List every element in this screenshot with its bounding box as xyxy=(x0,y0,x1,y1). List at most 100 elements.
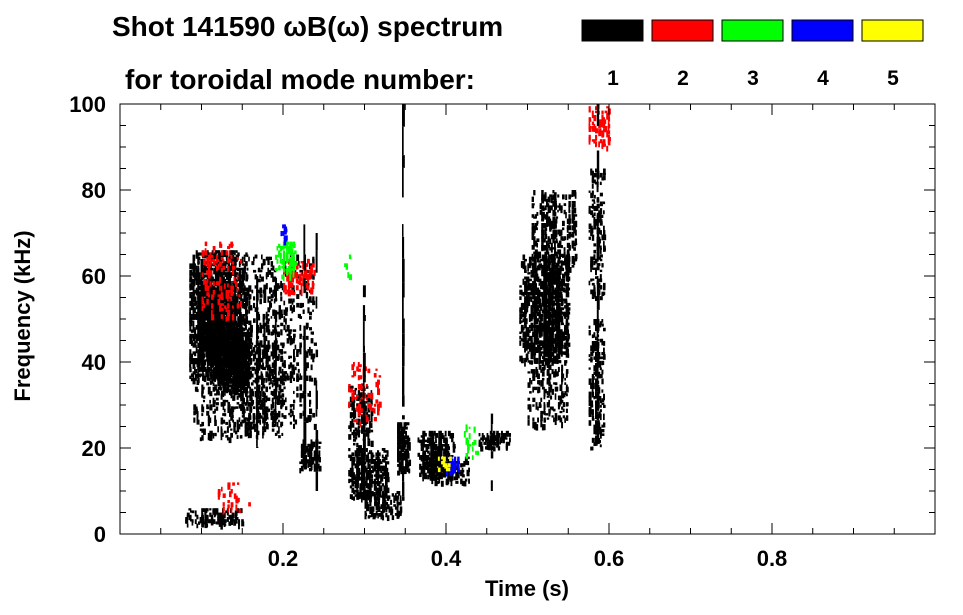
mode-1-point xyxy=(222,390,225,398)
mode-1-point xyxy=(289,318,293,322)
mode-1-point xyxy=(249,351,253,355)
mode-1-point xyxy=(289,404,293,408)
mode-1-point xyxy=(210,375,214,380)
mode-1-point xyxy=(446,450,450,456)
mode-1-point xyxy=(386,515,390,522)
mode-1-point xyxy=(189,307,192,311)
mode-1-point xyxy=(201,421,205,427)
mode-1-point xyxy=(375,474,379,481)
mode-1-point xyxy=(233,380,237,383)
mode-1-point xyxy=(233,421,237,428)
mode-1-point xyxy=(258,395,262,402)
mode-1-point xyxy=(229,317,233,321)
mode-1-point xyxy=(216,327,218,333)
mode-1-point xyxy=(353,403,355,409)
mode-1-point xyxy=(219,355,222,359)
mode-1-point xyxy=(208,289,211,293)
mode-1-point xyxy=(538,346,541,353)
mode-1-point xyxy=(293,353,295,358)
mode-1-point xyxy=(452,446,456,449)
mode-1-point xyxy=(220,364,223,370)
mode-1-point xyxy=(551,267,554,271)
mode-1-point xyxy=(262,318,265,323)
mode-1-point xyxy=(210,265,212,269)
mode-1-point xyxy=(222,521,225,525)
mode-1-point xyxy=(201,508,204,513)
mode-1-point xyxy=(200,308,203,313)
mode-1-point xyxy=(353,481,355,484)
mode-1-point xyxy=(273,423,276,428)
mode-1-point xyxy=(230,320,233,324)
mode-1-point xyxy=(230,351,233,357)
mode-1-point xyxy=(405,455,408,458)
mode-1-point xyxy=(281,432,284,437)
legend-swatch-mode-5 xyxy=(861,19,924,42)
mode-1-point xyxy=(220,351,224,357)
mode-1-point xyxy=(280,423,283,428)
mode-1-point xyxy=(194,377,197,381)
mode-1-point xyxy=(205,333,208,337)
mode-1-point xyxy=(239,421,243,425)
mode-1-point xyxy=(224,278,227,286)
mode-1-point xyxy=(225,364,228,371)
mode-1-point xyxy=(222,338,226,341)
mode-1-point xyxy=(227,349,231,357)
mode-1-point xyxy=(217,356,220,363)
mode-1-point xyxy=(226,326,229,331)
mode-1-point xyxy=(308,461,311,467)
mode-1-point xyxy=(288,298,292,304)
mode-1-point xyxy=(189,338,193,345)
mode-1-point xyxy=(215,406,219,411)
mode-1-point xyxy=(238,382,241,386)
mode-1-point xyxy=(222,276,225,280)
mode-1-point xyxy=(220,512,223,516)
mode-1-point xyxy=(446,444,450,449)
mode-1-point xyxy=(377,478,379,482)
mode-1-point xyxy=(361,405,364,410)
mode-1-point xyxy=(544,311,548,316)
mode-1-point xyxy=(280,406,283,410)
mode-1-point xyxy=(533,340,537,343)
mode-1-point xyxy=(199,315,202,320)
mode-1-point xyxy=(259,406,262,410)
mode-1-point xyxy=(236,421,239,427)
mode-1-point xyxy=(245,366,248,370)
mode-1-point xyxy=(420,455,424,460)
mode-1-point xyxy=(241,263,245,266)
mode-1-point xyxy=(280,283,283,289)
mode-1-point xyxy=(190,340,194,344)
mode-1-point xyxy=(549,322,552,326)
mode-1-point xyxy=(270,368,274,374)
mode-1-point xyxy=(241,280,244,287)
mode-1-point xyxy=(214,512,216,518)
mode-1-point xyxy=(280,296,283,302)
mode-1-point xyxy=(271,397,274,402)
mode-1-point xyxy=(232,289,235,293)
mode-1-point xyxy=(200,259,204,262)
mode-1-point xyxy=(238,362,241,367)
mode-1-point xyxy=(216,358,218,364)
mode-1-point xyxy=(522,344,526,348)
mode-1-point xyxy=(399,499,402,505)
mode-1-point xyxy=(190,305,193,311)
mode-1-point xyxy=(220,521,223,525)
mode-1-point xyxy=(257,353,260,360)
mode-1-point xyxy=(246,362,250,369)
mode-1-point xyxy=(535,278,538,282)
mode-1-point xyxy=(228,521,232,526)
mode-1-point xyxy=(377,513,379,519)
mode-1-point xyxy=(194,386,198,392)
mode-1-point xyxy=(194,344,197,348)
mode-1-point xyxy=(199,347,203,352)
mode-1-point xyxy=(214,281,217,286)
mode-1-point xyxy=(400,435,403,438)
mode-1-point xyxy=(546,298,549,305)
mode-1-point xyxy=(254,351,258,355)
mode-1-point xyxy=(232,345,234,349)
mode-1-point xyxy=(305,322,309,329)
mode-1-point xyxy=(197,344,201,349)
mode-1-point xyxy=(205,326,208,332)
mode-1-point xyxy=(215,402,219,406)
mode-1-point xyxy=(209,417,212,423)
mode-1-point xyxy=(405,459,409,466)
